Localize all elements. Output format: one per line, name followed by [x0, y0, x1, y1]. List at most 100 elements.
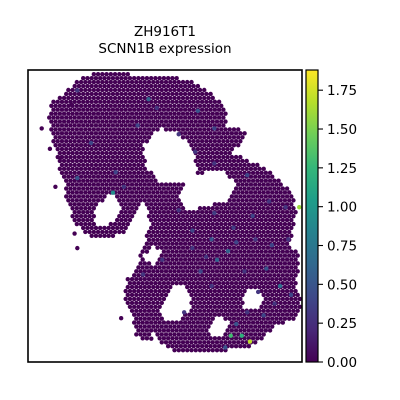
tissue-spot	[140, 75, 145, 81]
tissue-spot	[212, 312, 218, 317]
tissue-spot	[157, 123, 162, 128]
expression-spot	[176, 132, 181, 137]
tissue-spot	[236, 300, 241, 306]
tissue-spot	[284, 233, 290, 239]
tissue-spot	[172, 269, 177, 274]
tissue-spot	[117, 182, 122, 187]
tissue-spot	[163, 190, 169, 195]
tissue-spot	[187, 257, 192, 262]
tissue-spot	[233, 217, 239, 223]
tissue-spot	[263, 233, 269, 239]
tissue-spot	[148, 328, 154, 333]
tissue-spot	[229, 202, 235, 207]
tissue-spot	[202, 213, 207, 219]
tissue-spot	[180, 324, 186, 329]
tissue-spot	[70, 158, 75, 164]
tissue-spot	[240, 213, 245, 219]
tissue-spot	[216, 312, 222, 317]
tissue-spot	[221, 280, 226, 286]
tissue-spot	[68, 131, 73, 136]
tissue-spot	[117, 166, 122, 172]
tissue-spot	[216, 202, 222, 207]
tissue-spot	[236, 198, 241, 203]
tissue-spot	[151, 237, 156, 242]
tissue-spot	[59, 99, 65, 105]
tissue-spot	[104, 79, 109, 85]
tissue-spot	[223, 292, 228, 298]
tissue-spot	[93, 170, 99, 175]
tissue-spot	[182, 115, 188, 120]
tissue-spot	[223, 245, 228, 250]
tissue-spot	[155, 316, 160, 321]
tissue-spot	[70, 87, 75, 93]
tissue-spot	[121, 87, 126, 93]
tissue-spot	[229, 217, 235, 223]
tissue-spot	[155, 229, 160, 235]
tissue-spot	[108, 174, 114, 179]
tissue-spot	[225, 328, 230, 333]
tissue-spot	[212, 273, 218, 278]
tissue-spot	[161, 115, 167, 120]
tissue-spot	[193, 316, 198, 321]
tissue-spot	[127, 107, 133, 112]
tissue-spot	[274, 182, 279, 187]
tissue-spot	[187, 273, 192, 278]
tissue-spot	[57, 95, 63, 101]
tissue-spot	[163, 229, 169, 235]
tissue-spot	[168, 190, 173, 195]
tissue-spot	[223, 127, 228, 132]
tissue-spot	[134, 127, 139, 132]
tissue-spot	[238, 186, 243, 191]
tissue-spot	[208, 344, 213, 349]
tissue-spot	[210, 347, 215, 353]
tissue-spot	[193, 340, 198, 345]
tissue-spot	[233, 194, 239, 199]
tissue-spot	[155, 308, 160, 313]
tissue-spot	[214, 111, 220, 116]
tissue-spot	[140, 312, 145, 317]
tissue-spot	[140, 99, 145, 105]
tissue-spot	[289, 312, 294, 317]
tissue-spot	[106, 146, 111, 152]
tissue-spot	[233, 139, 239, 144]
tissue-spot	[204, 162, 209, 168]
tissue-spot	[91, 103, 97, 108]
tissue-spot	[242, 194, 247, 199]
tissue-spot	[165, 265, 171, 270]
tissue-spot	[134, 174, 139, 179]
tissue-spot	[210, 95, 215, 101]
tissue-spot	[106, 178, 111, 183]
tissue-spot	[144, 178, 150, 183]
tissue-spot	[70, 182, 75, 187]
tissue-spot	[253, 190, 258, 195]
tissue-spot	[242, 320, 247, 325]
tissue-spot	[151, 277, 156, 282]
tissue-spot	[100, 198, 105, 203]
tissue-spot	[267, 186, 273, 191]
tissue-spot	[293, 304, 298, 310]
tissue-spot	[208, 241, 213, 246]
tissue-spot	[206, 135, 211, 140]
tissue-spot	[227, 213, 232, 219]
tissue-spot	[242, 178, 247, 183]
tissue-spot	[91, 182, 97, 187]
tissue-spot	[244, 324, 249, 329]
tissue-spot	[83, 221, 88, 227]
tissue-spot	[274, 253, 279, 258]
tissue-spot	[193, 261, 198, 266]
tissue-spot	[263, 210, 269, 215]
tissue-spot	[199, 210, 205, 215]
tissue-spot	[185, 277, 190, 282]
tissue-spot	[208, 107, 213, 112]
tissue-spot	[66, 135, 71, 140]
tissue-spot	[178, 123, 184, 128]
tissue-spot	[238, 344, 243, 349]
tissue-spot	[155, 269, 160, 274]
tissue-spot	[229, 344, 235, 349]
tissue-spot	[85, 194, 90, 199]
tissue-spot	[78, 158, 84, 164]
tissue-spot	[70, 127, 75, 132]
tissue-spot	[195, 99, 201, 105]
tissue-spot	[91, 229, 97, 235]
tissue-spot	[117, 221, 122, 227]
